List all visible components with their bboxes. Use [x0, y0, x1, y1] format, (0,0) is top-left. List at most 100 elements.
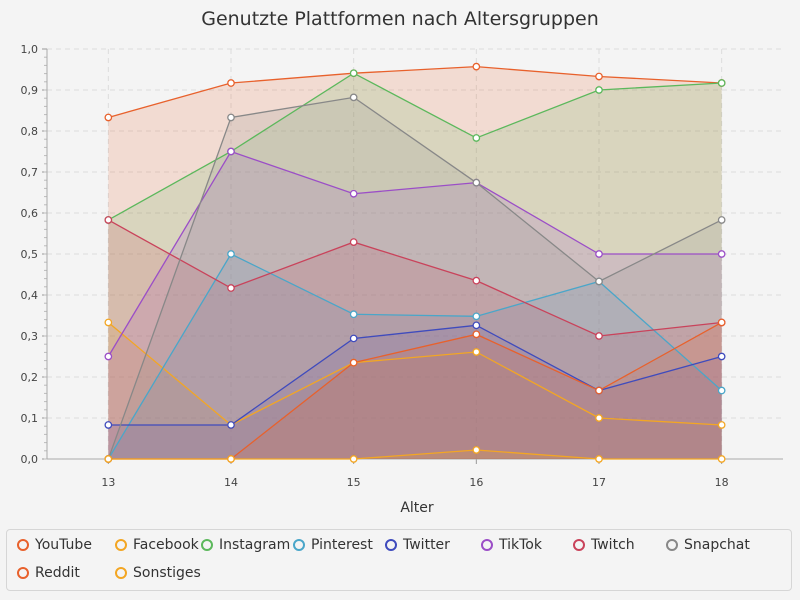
chart-title: Genutzte Plattformen nach Altersgruppen — [201, 8, 599, 30]
point-twitter — [227, 421, 235, 429]
point-twitch — [104, 216, 113, 224]
legend-item-youtube: YouTube — [17, 537, 92, 553]
point-youtube — [227, 79, 235, 87]
line-instagram — [108, 72, 722, 221]
area-twitter — [108, 325, 722, 459]
x-tick-label: 17 — [592, 476, 606, 489]
legend-label: Instagram — [219, 537, 291, 553]
point-youtube — [104, 113, 113, 122]
point-instagram — [472, 134, 481, 142]
point-youtube — [472, 62, 481, 71]
y-tick-label: 0,6 — [21, 207, 39, 220]
legend-label: TikTok — [499, 537, 542, 553]
legend-item-reddit: Reddit — [17, 565, 80, 581]
legend-label: Snapchat — [684, 537, 750, 553]
point-tiktok — [717, 250, 726, 258]
area-chart: 0,0 0,1 0,2 0,3 0,4 0,5 0,6 0,7 0,8 0,9 1,0 13 14 15 1… — [21, 43, 783, 516]
point-pinterest — [349, 310, 358, 319]
legend-marker-icon — [293, 539, 305, 551]
legend-item-instagram: Instagram — [201, 537, 290, 553]
point-sonstiges — [717, 455, 726, 463]
legend-label: Pinterest — [311, 537, 373, 553]
legend-item-snapchat: Snapchat — [666, 537, 750, 553]
legend-marker-icon — [385, 539, 397, 551]
line-snapchat — [107, 96, 722, 460]
legend-marker-icon — [115, 539, 127, 551]
point-twitter — [472, 321, 481, 330]
line-twitch — [108, 219, 722, 337]
point-sonstiges — [349, 455, 358, 463]
legend-item-twitch: Twitch — [573, 537, 635, 553]
point-twitter — [349, 334, 358, 343]
x-tick-label: 15 — [347, 476, 361, 489]
point-tiktok — [349, 189, 358, 198]
legend-label: Facebook — [133, 537, 199, 553]
point-tiktok — [227, 147, 235, 156]
point-reddit — [717, 318, 726, 327]
area-pinterest — [108, 254, 722, 459]
point-reddit — [472, 330, 481, 339]
point-sonstiges — [472, 446, 481, 454]
point-twitch — [349, 238, 358, 246]
series-points — [104, 62, 726, 463]
line-pinterest — [107, 253, 723, 460]
point-youtube — [595, 72, 603, 81]
x-axis-label: Alter — [400, 500, 434, 516]
point-instagram — [717, 79, 726, 87]
legend-label: Twitch — [591, 537, 635, 553]
area-facebook — [108, 322, 722, 459]
area-tiktok — [108, 151, 722, 459]
point-tiktok — [595, 250, 603, 258]
area-youtube — [108, 66, 722, 459]
x-tick-label: 14 — [224, 476, 238, 489]
point-pinterest — [717, 386, 726, 395]
point-twitter — [104, 421, 113, 429]
point-facebook — [472, 348, 481, 356]
y-tick-label: 0,4 — [21, 289, 39, 302]
series-areas — [108, 66, 722, 459]
legend-marker-icon — [481, 539, 493, 551]
y-tick-label: 1,0 — [21, 43, 39, 56]
point-sonstiges — [104, 455, 113, 463]
y-tick-label: 0,7 — [21, 166, 39, 179]
y-tick-label: 0,5 — [21, 248, 39, 261]
point-snapchat — [717, 216, 726, 224]
line-youtube — [108, 65, 722, 119]
legend-marker-icon — [115, 567, 127, 579]
legend-label: Reddit — [35, 565, 80, 581]
point-snapchat — [595, 277, 603, 286]
legend-item-sonstiges: Sonstiges — [115, 565, 201, 581]
legend-item-pinterest: Pinterest — [293, 537, 373, 553]
line-tiktok — [107, 150, 722, 357]
point-twitter — [717, 352, 726, 361]
area-twitch — [108, 219, 722, 459]
legend: YouTube Facebook Instagram Pinterest Twitter… — [6, 529, 792, 591]
legend-label: Twitter — [403, 537, 450, 553]
y-tick-label: 0,1 — [21, 412, 39, 425]
point-reddit — [349, 358, 358, 367]
point-facebook — [717, 421, 726, 429]
legend-label: YouTube — [35, 537, 92, 553]
point-sonstiges — [227, 455, 235, 463]
point-twitch — [595, 332, 603, 340]
y-tick-label: 0,8 — [21, 125, 39, 138]
point-snapchat — [349, 93, 358, 102]
point-facebook — [104, 318, 113, 327]
y-tick-label: 0,9 — [21, 84, 39, 97]
point-reddit — [595, 386, 603, 395]
line-facebook — [107, 321, 722, 426]
point-instagram — [595, 86, 603, 94]
legend-marker-icon — [201, 539, 213, 551]
legend-item-twitter: Twitter — [385, 537, 450, 553]
point-pinterest — [227, 250, 235, 258]
point-tiktok — [104, 352, 113, 361]
area-snapchat — [108, 97, 722, 459]
area-sonstiges — [108, 449, 722, 459]
legend-item-facebook: Facebook — [115, 537, 199, 553]
y-tick-label: 0,2 — [21, 371, 39, 384]
legend-item-tiktok: TikTok — [481, 537, 542, 553]
point-twitch — [472, 276, 481, 285]
legend-label: Sonstiges — [133, 565, 201, 581]
point-snapchat — [227, 113, 235, 122]
legend-marker-icon — [17, 539, 29, 551]
